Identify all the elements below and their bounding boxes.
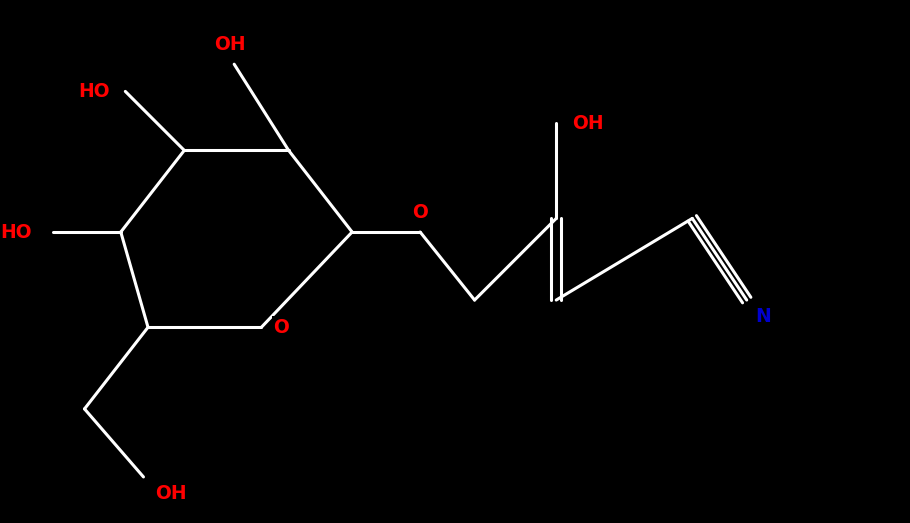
Text: O: O (273, 318, 289, 337)
Text: O: O (412, 202, 428, 222)
Text: N: N (755, 307, 771, 326)
Text: HO: HO (77, 82, 109, 101)
Text: OH: OH (214, 35, 246, 54)
Text: HO: HO (1, 222, 32, 242)
Text: OH: OH (155, 484, 187, 503)
Text: OH: OH (572, 113, 603, 133)
